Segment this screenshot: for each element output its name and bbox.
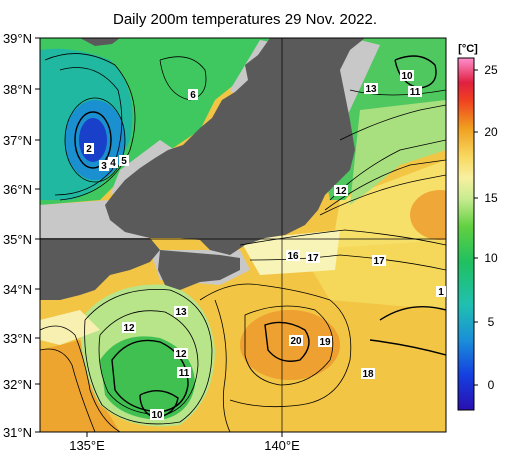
colorbar-tick-label: 25 — [484, 63, 498, 77]
contour-label: 12 — [335, 186, 347, 197]
contour-label-bg — [372, 255, 386, 266]
colorbar-tick-label: 20 — [484, 125, 498, 139]
contour-label: 3 — [101, 161, 107, 172]
colorbar — [457, 57, 475, 411]
contour-label-bg — [436, 286, 446, 297]
contour-label-bg — [334, 185, 348, 196]
contour-label-bg — [174, 306, 188, 317]
lat-label-35: 35°N — [3, 232, 32, 247]
north-land-bit — [80, 38, 120, 46]
contour-label-bg — [318, 336, 332, 347]
contour-label-bg — [286, 250, 300, 261]
contour-label-bg — [289, 335, 303, 346]
colorbar-tick-label: 0 — [488, 378, 495, 392]
lat-label-33: 33°N — [3, 331, 32, 346]
warm-spot-east — [410, 190, 446, 240]
contour-label: 12 — [123, 323, 135, 334]
contour-label: 1 — [438, 287, 444, 298]
contour-label-bg — [174, 348, 188, 359]
contour-label: 12 — [175, 349, 187, 360]
colorbar-unit: [°C] — [458, 43, 478, 55]
lon-label-135: 135°E — [69, 438, 105, 453]
contour-label: 20 — [290, 336, 302, 347]
contour-label: 17 — [307, 253, 319, 264]
lat-label-31: 31°N — [3, 425, 32, 440]
contour-label-bg — [400, 70, 414, 81]
contour-label-bg — [122, 322, 136, 333]
contour-label: 17 — [373, 256, 385, 267]
contour-label-bg — [361, 368, 375, 379]
contour-label: 11 — [179, 368, 190, 379]
colorbar-tick-label: 5 — [488, 315, 495, 329]
colorbar-ticks — [474, 69, 478, 386]
lon-label-140: 140°E — [264, 438, 300, 453]
map-area — [40, 38, 446, 432]
lat-label-37: 37°N — [3, 133, 32, 148]
contour-label: 13 — [175, 307, 187, 318]
west-coastal-light — [40, 310, 100, 345]
contour-label: 4 — [110, 158, 116, 169]
contour-label-bg — [84, 143, 94, 154]
contour-label-bg — [408, 86, 422, 97]
lat-label-39: 39°N — [3, 31, 32, 46]
colorbar-tick-label: 10 — [484, 251, 498, 265]
graticule — [40, 38, 446, 432]
tohoku-transition — [350, 100, 446, 205]
contour-label: 5 — [121, 156, 127, 167]
contour-label-bg — [108, 157, 118, 168]
contour-label: 11 — [410, 87, 421, 98]
lat-label-32: 32°N — [3, 377, 32, 392]
colorbar-tick-label: 15 — [484, 191, 498, 205]
contour-label: 6 — [190, 90, 196, 101]
shikoku-kii-land — [40, 238, 160, 300]
contour-label: 16 — [287, 251, 299, 262]
contour-label: 13 — [365, 84, 377, 95]
map-title: Daily 200m temperatures 29 Nov. 2022. — [113, 11, 377, 28]
contour-label-bg — [188, 89, 198, 100]
contour-labels: 10 11 13 6 2 3 4 5 12 16 17 17 1 12 13 1… — [84, 70, 446, 421]
contour-label-bg — [150, 409, 164, 420]
lat-label-36: 36°N — [3, 182, 32, 197]
lat-label-38: 38°N — [3, 82, 32, 97]
warm-sw — [40, 340, 120, 432]
map-frame — [39, 37, 447, 433]
contour-label: 19 — [319, 337, 331, 348]
axis-ticks — [35, 37, 283, 437]
contour-label-bg — [119, 155, 129, 166]
lat-label-34: 34°N — [3, 282, 32, 297]
honshu-land — [105, 38, 365, 255]
contour-label-bg — [99, 160, 109, 171]
contour-label: 18 — [362, 369, 374, 380]
kii-peninsula-land — [158, 250, 240, 290]
contour-label-bg — [177, 367, 191, 378]
contour-label: 2 — [86, 144, 92, 155]
contour-label: 10 — [151, 410, 163, 421]
contour-label: 10 — [401, 71, 413, 82]
contour-label-bg — [364, 83, 378, 94]
contour-label-bg — [306, 252, 320, 263]
cold-core-inner — [79, 118, 107, 162]
contour-lines — [40, 53, 446, 432]
